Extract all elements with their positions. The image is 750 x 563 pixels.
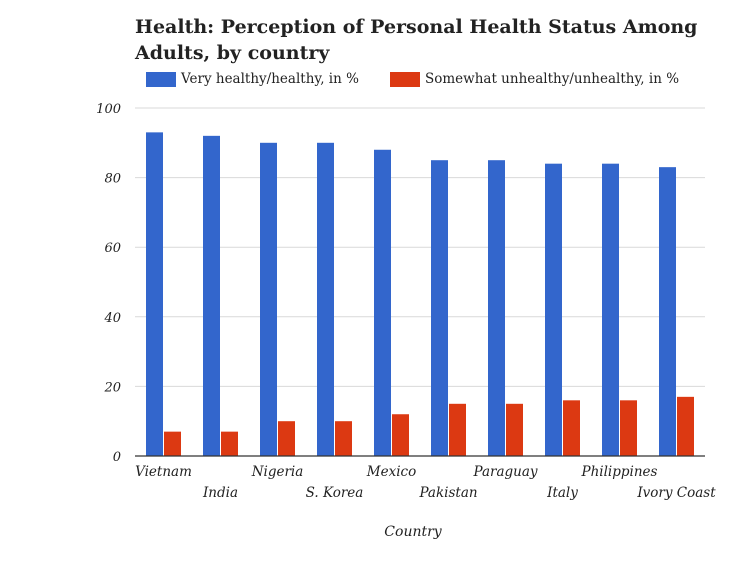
y-tick-label: 100 bbox=[96, 102, 121, 117]
x-tick-label: India bbox=[202, 485, 238, 501]
bar-unhealthy bbox=[620, 400, 637, 456]
x-tick-label: Paraguay bbox=[472, 464, 537, 480]
chart-title-line-1: Health: Perception of Personal Health St… bbox=[135, 16, 698, 38]
x-tick-label: Pakistan bbox=[418, 485, 477, 501]
y-tick-label: 80 bbox=[104, 172, 121, 187]
legend-label-healthy: Very healthy/healthy, in % bbox=[181, 71, 359, 87]
bar-unhealthy bbox=[278, 421, 295, 456]
x-tick-label: Italy bbox=[546, 485, 578, 501]
legend-swatch-healthy bbox=[146, 72, 176, 87]
bar-unhealthy bbox=[164, 431, 181, 456]
y-tick-label: 60 bbox=[104, 241, 121, 256]
x-tick-label: S. Korea bbox=[306, 485, 364, 501]
bar-unhealthy bbox=[392, 414, 409, 456]
legend-label-unhealthy: Somewhat unhealthy/unhealthy, in % bbox=[425, 71, 680, 87]
bar-healthy bbox=[260, 142, 277, 457]
bar-unhealthy bbox=[221, 431, 238, 456]
chart-title-line-2: Adults, by country bbox=[135, 42, 330, 64]
bar-unhealthy bbox=[335, 421, 352, 456]
y-tick-label: 20 bbox=[103, 380, 121, 395]
x-tick-label: Ivory Coast bbox=[636, 485, 716, 501]
bar-unhealthy bbox=[449, 403, 466, 456]
bar-healthy bbox=[545, 163, 562, 456]
x-tick-label: Philippines bbox=[581, 464, 658, 480]
bar-healthy bbox=[431, 160, 448, 456]
bar-healthy bbox=[203, 135, 220, 456]
bar-healthy bbox=[488, 160, 505, 456]
x-axis-label: Country bbox=[384, 524, 442, 540]
bar-healthy bbox=[602, 163, 619, 456]
bar-unhealthy bbox=[506, 403, 523, 456]
bar-healthy bbox=[146, 132, 163, 457]
bar-unhealthy bbox=[677, 396, 694, 456]
bar-healthy bbox=[374, 149, 391, 456]
bar-healthy bbox=[317, 142, 334, 457]
y-tick-label: 0 bbox=[113, 450, 121, 465]
legend-swatch-unhealthy bbox=[390, 72, 420, 87]
y-tick-label: 40 bbox=[103, 311, 121, 326]
x-tick-label: Mexico bbox=[366, 464, 416, 480]
bar-healthy bbox=[659, 167, 676, 456]
x-tick-label: Nigeria bbox=[251, 464, 304, 480]
x-tick-label: Vietnam bbox=[135, 464, 192, 480]
bar-unhealthy bbox=[563, 400, 580, 456]
